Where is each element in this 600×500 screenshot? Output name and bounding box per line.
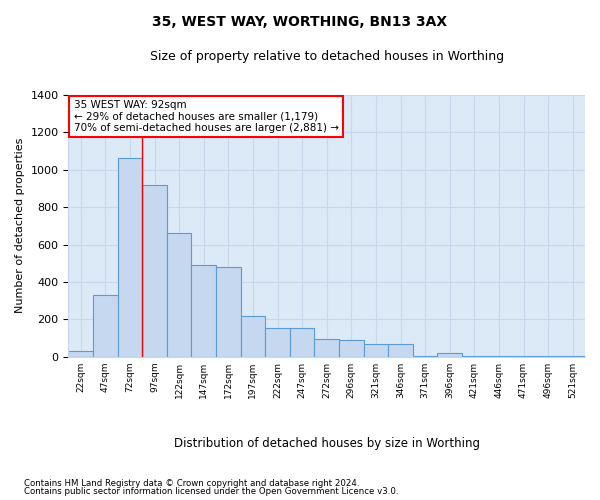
Bar xyxy=(216,267,241,357)
Bar xyxy=(462,356,487,357)
Y-axis label: Number of detached properties: Number of detached properties xyxy=(15,138,25,314)
Bar xyxy=(241,316,265,357)
Title: Size of property relative to detached houses in Worthing: Size of property relative to detached ho… xyxy=(149,50,504,63)
Bar xyxy=(68,352,93,357)
Bar xyxy=(265,328,290,357)
Text: 35 WEST WAY: 92sqm
← 29% of detached houses are smaller (1,179)
70% of semi-deta: 35 WEST WAY: 92sqm ← 29% of detached hou… xyxy=(74,100,338,133)
Bar xyxy=(511,356,536,357)
X-axis label: Distribution of detached houses by size in Worthing: Distribution of detached houses by size … xyxy=(174,437,480,450)
Bar xyxy=(290,328,314,357)
Bar xyxy=(413,356,437,357)
Text: Contains public sector information licensed under the Open Government Licence v3: Contains public sector information licen… xyxy=(24,487,398,496)
Bar xyxy=(536,356,560,357)
Bar xyxy=(142,184,167,357)
Bar xyxy=(191,265,216,357)
Bar xyxy=(314,339,339,357)
Text: 35, WEST WAY, WORTHING, BN13 3AX: 35, WEST WAY, WORTHING, BN13 3AX xyxy=(152,15,448,29)
Bar xyxy=(560,356,585,357)
Bar xyxy=(487,356,511,357)
Bar xyxy=(388,344,413,357)
Text: Contains HM Land Registry data © Crown copyright and database right 2024.: Contains HM Land Registry data © Crown c… xyxy=(24,478,359,488)
Bar xyxy=(339,340,364,357)
Bar xyxy=(93,295,118,357)
Bar xyxy=(437,353,462,357)
Bar xyxy=(167,234,191,357)
Bar xyxy=(118,158,142,357)
Bar xyxy=(364,344,388,357)
